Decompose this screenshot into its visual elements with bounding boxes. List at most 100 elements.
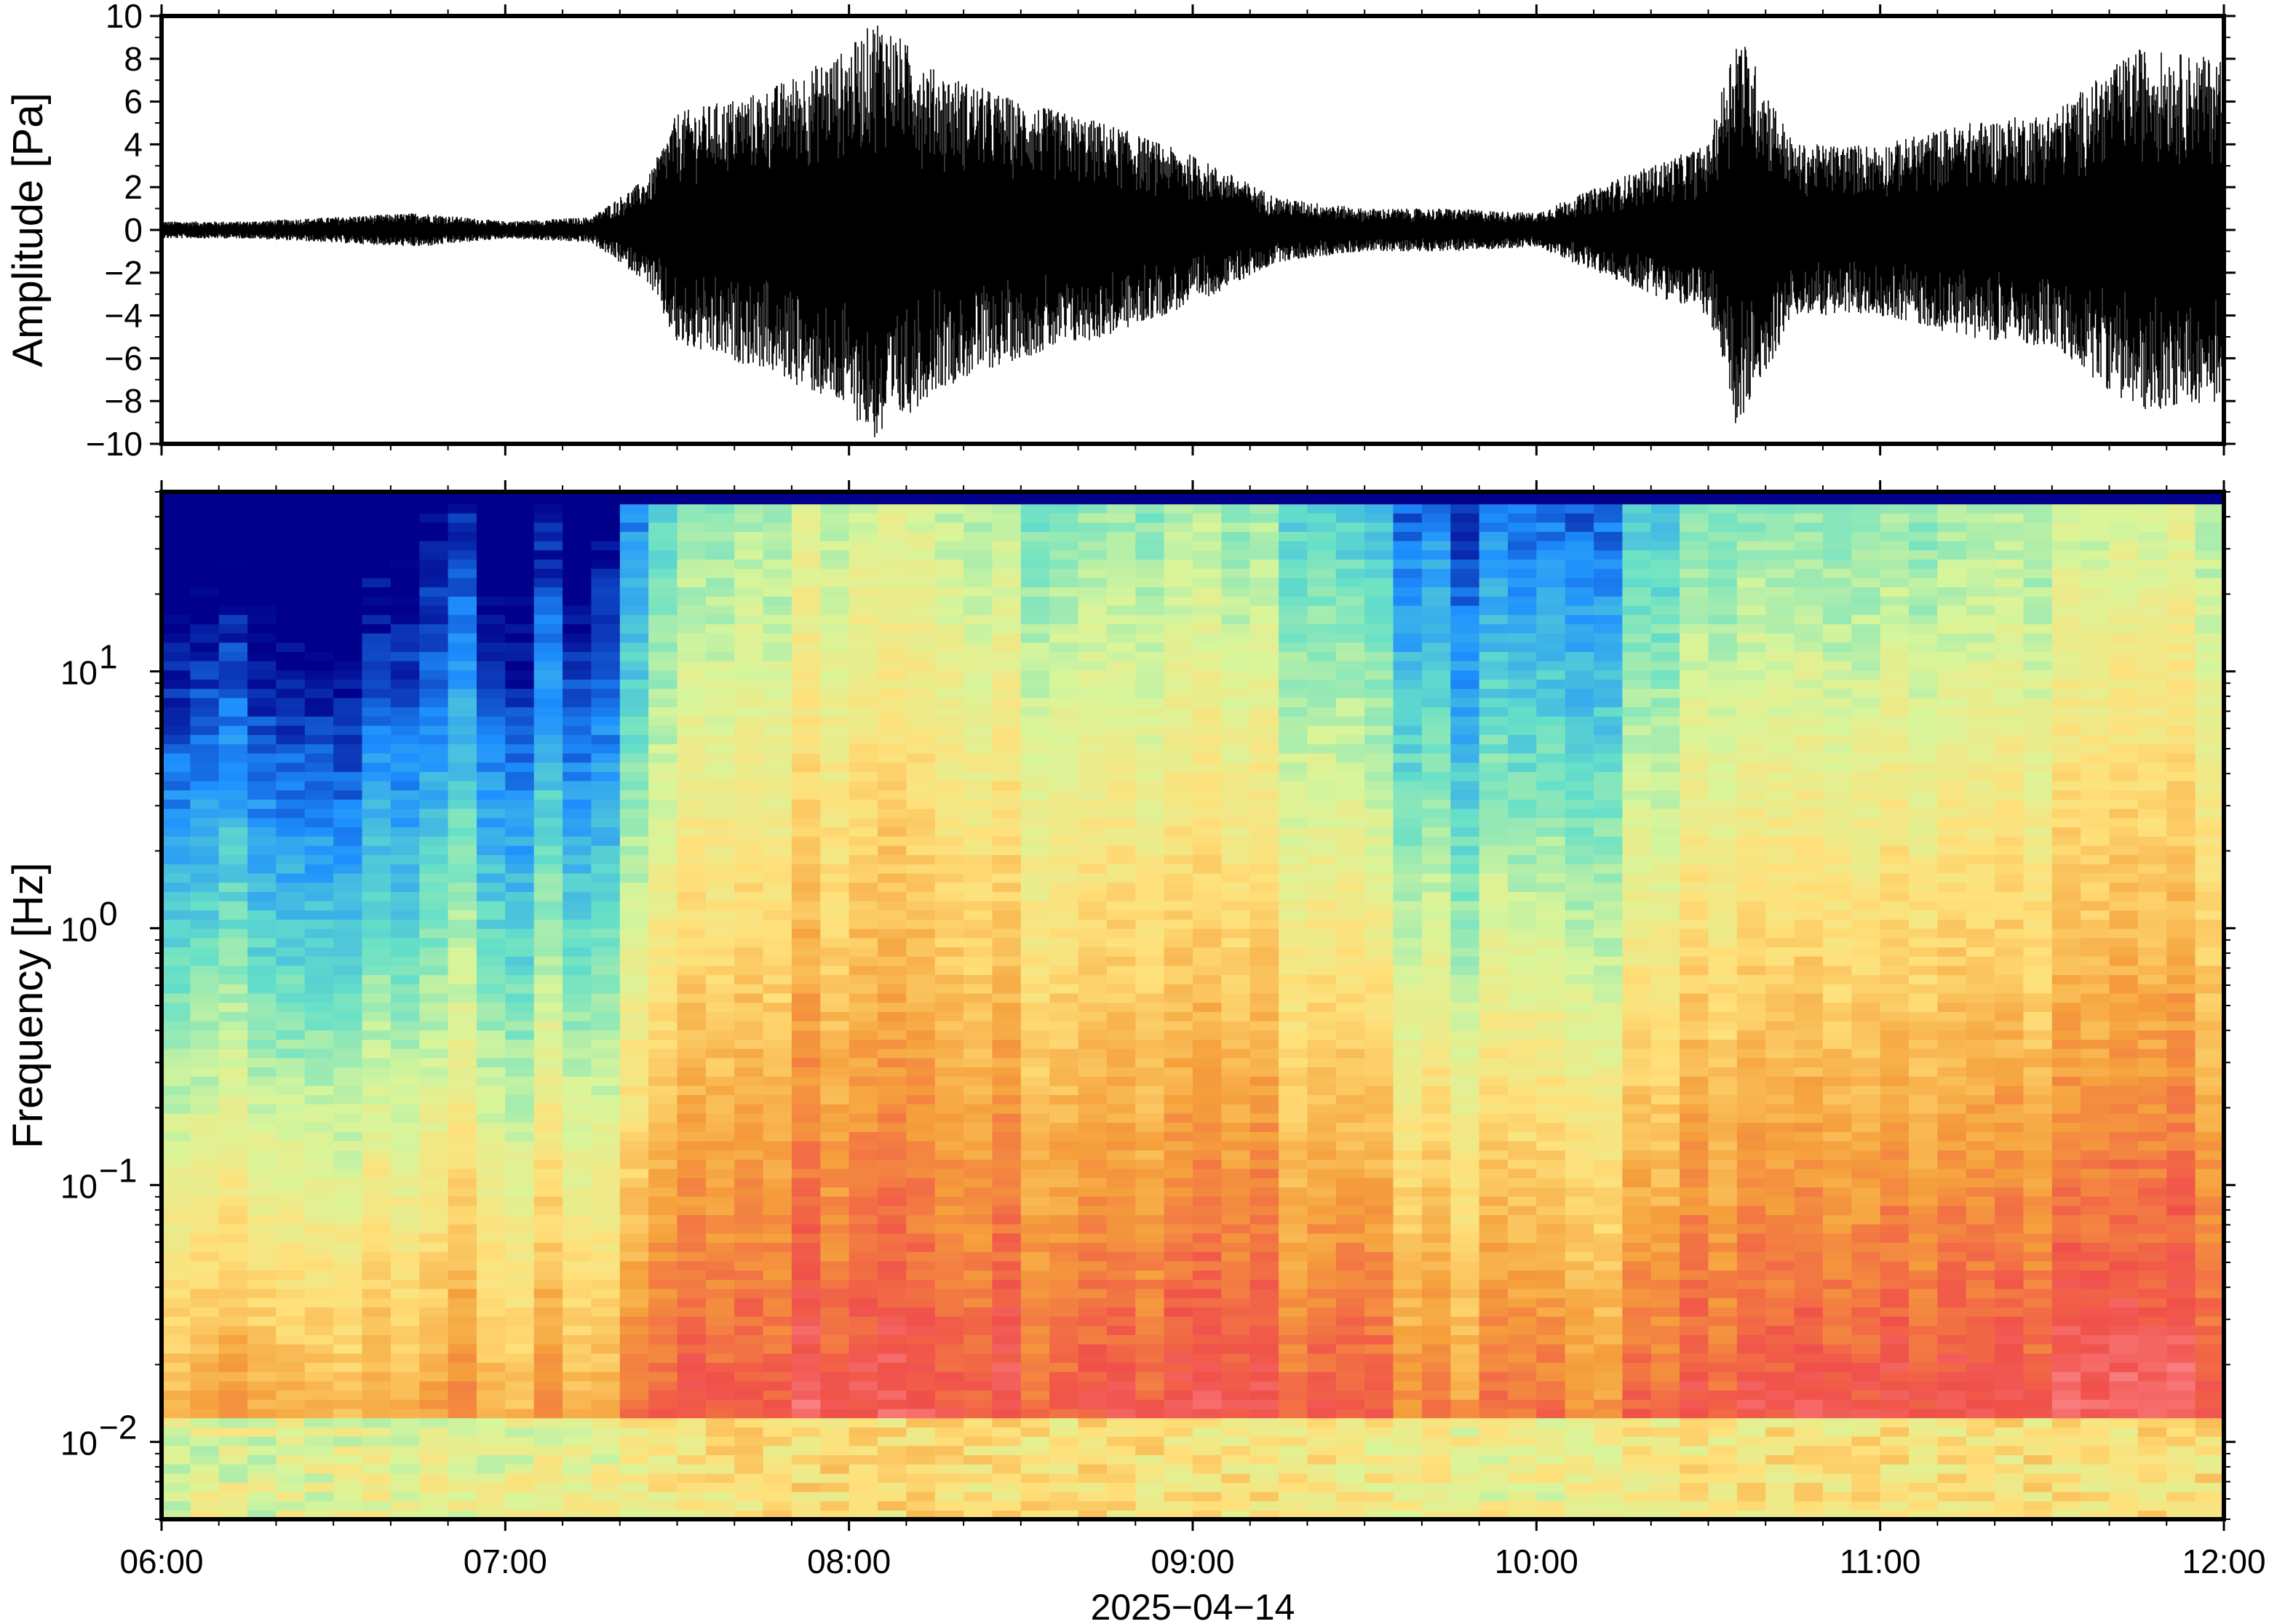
spectrogram-cell — [820, 1463, 850, 1474]
spectrogram-cell — [533, 660, 563, 671]
spectrogram-cell — [820, 734, 850, 744]
spectrogram-cell — [763, 799, 792, 809]
spectrogram-column — [763, 503, 792, 1519]
spectrogram-cell — [505, 947, 535, 957]
spectrogram-cell — [1307, 669, 1337, 680]
spectrogram-cell — [162, 1297, 191, 1307]
spectrogram-cell — [763, 992, 792, 1003]
spectrogram-cell — [276, 1372, 306, 1382]
spectrogram-cell — [1249, 1140, 1279, 1151]
spectrogram-cell — [333, 1473, 363, 1484]
spectrogram-cell — [419, 864, 449, 874]
spectrogram-cell — [934, 984, 964, 994]
spectrogram-cell — [1106, 651, 1137, 661]
spectrogram-cell — [1335, 1372, 1365, 1382]
spectrogram-cell — [218, 1482, 248, 1492]
spectrogram-cell — [190, 817, 220, 828]
spectrogram-cell — [1279, 1122, 1308, 1132]
spectrogram-cell — [963, 1279, 993, 1289]
spectrogram-cell — [1193, 780, 1223, 791]
spectrogram-cell — [304, 955, 334, 966]
spectrogram-cell — [190, 845, 220, 856]
spectrogram-cell — [906, 789, 936, 800]
spectrogram-cell — [333, 955, 363, 966]
spectrogram-cell — [1335, 1168, 1365, 1179]
spectrogram-cell — [934, 568, 964, 578]
spectrogram-cell — [648, 900, 678, 911]
spectrogram-cell — [1221, 651, 1251, 661]
spectrogram-cell — [218, 531, 248, 541]
spectrogram-cell — [304, 1159, 334, 1169]
spectrogram-cell — [1221, 1427, 1251, 1437]
spectrogram-cell — [849, 531, 878, 541]
spectrogram-cell — [677, 1195, 707, 1206]
spectrogram-cell — [934, 1307, 964, 1317]
spectrogram-cell — [505, 1112, 535, 1123]
spectrogram-cell — [648, 780, 678, 791]
spectrogram-cell — [734, 909, 764, 920]
spectrogram-cell — [1221, 864, 1251, 874]
spectrogram-cell — [1279, 679, 1308, 689]
spectrogram-cell — [304, 1473, 334, 1484]
spectrogram-cell — [591, 669, 621, 680]
spectrogram-cell — [906, 864, 936, 874]
spectrogram-cell — [276, 1251, 306, 1262]
spectrogram-cell — [1249, 1390, 1279, 1400]
spectrogram-cell — [648, 1500, 678, 1511]
spectrogram-cell — [333, 1353, 363, 1364]
spectrogram-cell — [276, 624, 306, 634]
spectrogram-cell — [1364, 1205, 1394, 1216]
spectrogram-cell — [304, 1454, 334, 1465]
spectrogram-cell — [591, 891, 621, 901]
spectrogram-cell — [1020, 1104, 1050, 1114]
spectrogram-cell — [362, 965, 392, 976]
spectrogram-cell — [791, 1002, 822, 1012]
spectrogram-cell — [362, 725, 392, 736]
spectrogram-cell — [1279, 1057, 1308, 1067]
spectrogram-cell — [648, 817, 678, 828]
spectrogram-cell — [563, 1094, 592, 1104]
spectrogram-cell — [1135, 679, 1165, 689]
spectrogram-cell — [162, 1408, 191, 1419]
spectrogram-column — [992, 503, 1022, 1519]
spectrogram-cell — [992, 827, 1022, 837]
spectrogram-cell — [1020, 919, 1050, 929]
spectrogram-cell — [247, 568, 277, 578]
spectrogram-cell — [304, 1427, 334, 1437]
spectrogram-cell — [1393, 965, 1423, 976]
spectrogram-cell — [849, 1417, 878, 1428]
spectrogram-cell — [448, 1094, 477, 1104]
spectrogram-cell — [505, 716, 535, 726]
spectrogram-cell — [878, 1297, 907, 1307]
spectrogram-column — [1078, 503, 1108, 1519]
spectrogram-cell — [849, 697, 878, 708]
spectrogram-cell — [563, 503, 592, 514]
spectrogram-cell — [477, 955, 506, 966]
spectrogram-cell — [763, 1500, 792, 1511]
spectrogram-cell — [906, 955, 936, 966]
spectrogram-cell — [906, 1297, 936, 1307]
spectrogram-cell — [1393, 992, 1423, 1003]
spectrogram-cell — [563, 1214, 592, 1225]
spectrogram-cell — [190, 1307, 220, 1317]
spectrogram-column — [362, 503, 392, 1519]
spectrogram-cell — [1193, 864, 1223, 874]
spectrogram-cell — [1221, 1177, 1251, 1187]
spectrogram-cell — [1106, 974, 1137, 984]
spectrogram-cell — [1279, 1399, 1308, 1409]
spectrogram-cell — [1307, 789, 1337, 800]
spectrogram-cell — [734, 872, 764, 883]
spectrogram-cell — [1193, 1195, 1223, 1206]
spectrogram-cell — [820, 1307, 850, 1317]
spectrogram-cell — [505, 651, 535, 661]
spectrogram-cell — [1279, 752, 1308, 763]
spectrogram-cell — [563, 1334, 592, 1345]
spectrogram-cell — [448, 1427, 477, 1437]
spectrogram-cell — [1020, 1353, 1050, 1364]
spectrogram-cell — [591, 1104, 621, 1114]
spectrogram-cell — [1335, 1390, 1365, 1400]
spectrogram-cell — [247, 669, 277, 680]
spectrogram-cell — [247, 752, 277, 763]
spectrogram-cell — [1249, 632, 1279, 643]
spectrogram-cell — [849, 1067, 878, 1077]
